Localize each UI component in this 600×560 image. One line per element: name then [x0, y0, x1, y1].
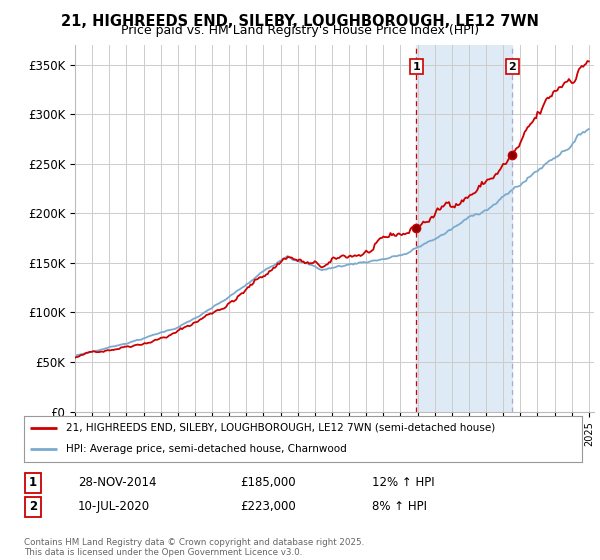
Text: 2: 2	[29, 500, 37, 514]
Text: 28-NOV-2014: 28-NOV-2014	[78, 476, 157, 489]
Text: 1: 1	[29, 476, 37, 489]
Text: 21, HIGHREEDS END, SILEBY, LOUGHBOROUGH, LE12 7WN: 21, HIGHREEDS END, SILEBY, LOUGHBOROUGH,…	[61, 14, 539, 29]
Bar	[416, 45, 512, 412]
Text: 12% ↑ HPI: 12% ↑ HPI	[372, 476, 434, 489]
Text: Contains HM Land Registry data © Crown copyright and database right 2025.
This d: Contains HM Land Registry data © Crown c…	[24, 538, 364, 557]
Text: 2: 2	[509, 62, 517, 72]
Text: £185,000: £185,000	[240, 476, 296, 489]
Text: £223,000: £223,000	[240, 500, 296, 514]
Text: 1: 1	[412, 62, 420, 72]
Text: 10-JUL-2020: 10-JUL-2020	[78, 500, 150, 514]
Text: 8% ↑ HPI: 8% ↑ HPI	[372, 500, 427, 514]
Text: 21, HIGHREEDS END, SILEBY, LOUGHBOROUGH, LE12 7WN (semi-detached house): 21, HIGHREEDS END, SILEBY, LOUGHBOROUGH,…	[66, 423, 495, 432]
Text: Price paid vs. HM Land Registry's House Price Index (HPI): Price paid vs. HM Land Registry's House …	[121, 24, 479, 36]
Text: HPI: Average price, semi-detached house, Charnwood: HPI: Average price, semi-detached house,…	[66, 444, 347, 454]
